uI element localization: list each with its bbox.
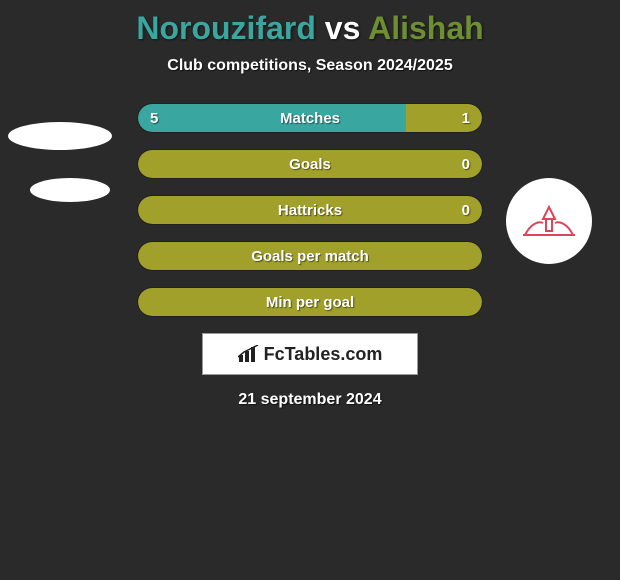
bar-label: Matches (138, 104, 482, 132)
bar-label: Goals per match (138, 242, 482, 270)
bar-row: Min per goal (137, 287, 483, 317)
player-right-crest (506, 178, 592, 264)
bar-right-value: 1 (462, 104, 470, 132)
bar-right-value: 0 (462, 150, 470, 178)
bar-left-value: 5 (150, 104, 158, 132)
comparison-bars: Matches51Goals0Hattricks0Goals per match… (137, 103, 483, 317)
title-left: Norouzifard (136, 10, 316, 46)
bar-label: Hattricks (138, 196, 482, 224)
title-right: Alishah (368, 10, 484, 46)
logo-text: FcTables.com (264, 344, 383, 365)
bar-row: Goals per match (137, 241, 483, 271)
bar-row: Matches5 1 (137, 103, 483, 133)
fctables-logo: FcTables.com (202, 333, 418, 375)
player-left-avatar-1 (8, 122, 112, 150)
bar-label: Goals (138, 150, 482, 178)
date-text: 21 september 2024 (0, 391, 620, 409)
bar-right-value: 0 (462, 196, 470, 224)
logo-chart-icon (238, 345, 260, 363)
title-vs: vs (316, 10, 368, 46)
bar-label: Min per goal (138, 288, 482, 316)
page-title: Norouzifard vs Alishah (0, 0, 620, 47)
subtitle: Club competitions, Season 2024/2025 (0, 57, 620, 75)
bar-row: Hattricks0 (137, 195, 483, 225)
crest-icon (519, 201, 579, 241)
bar-row: Goals0 (137, 149, 483, 179)
player-left-avatar-2 (30, 178, 110, 202)
